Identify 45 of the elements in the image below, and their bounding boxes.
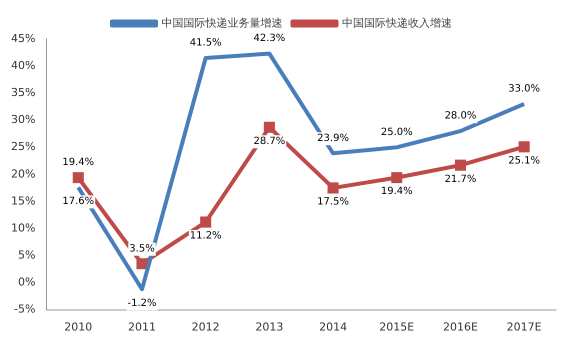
y-tick-label: 35% bbox=[10, 86, 36, 100]
y-tick-label: 30% bbox=[10, 113, 36, 126]
data-label: 11.2% bbox=[190, 230, 222, 242]
data-label: 41.5% bbox=[190, 38, 222, 49]
data-label: 21.7% bbox=[444, 174, 476, 185]
data-label: -1.2% bbox=[127, 298, 156, 309]
data-label: 28.0% bbox=[444, 110, 476, 122]
y-tick-label: 10% bbox=[10, 221, 36, 234]
data-label: 19.4% bbox=[380, 186, 413, 198]
data-label: 42.3% bbox=[253, 33, 286, 44]
data-label: 17.5% bbox=[317, 196, 349, 208]
point bbox=[518, 141, 530, 152]
y-tick-label: 0% bbox=[18, 276, 36, 289]
x-tick-label: 2015E bbox=[379, 320, 414, 334]
data-label: 19.4% bbox=[62, 157, 94, 168]
y-tick-label: 45% bbox=[10, 32, 36, 45]
data-label: 17.6% bbox=[62, 196, 94, 207]
x-tick-label: 2013 bbox=[255, 320, 284, 334]
point bbox=[72, 172, 84, 184]
data-label: 25.0% bbox=[380, 126, 413, 138]
y-tick-label: 5% bbox=[18, 248, 36, 262]
point bbox=[136, 258, 148, 270]
data-label: 3.5% bbox=[129, 243, 155, 254]
point bbox=[200, 216, 212, 228]
x-tick-label: 2016E bbox=[442, 320, 478, 334]
data-label: 25.1% bbox=[508, 155, 540, 166]
x-tick-label: 2011 bbox=[128, 320, 156, 334]
data-label: 28.7% bbox=[253, 136, 286, 147]
x-tick-label: 2014 bbox=[319, 320, 348, 334]
legend-label: 中国国际快递收入增速 bbox=[342, 16, 452, 30]
data-label: 23.9% bbox=[317, 132, 349, 144]
point bbox=[264, 122, 275, 133]
data-label: 33.0% bbox=[508, 84, 540, 95]
point bbox=[454, 160, 466, 171]
point bbox=[391, 172, 402, 184]
y-tick-label: 40% bbox=[10, 58, 36, 72]
x-tick-label: 2012 bbox=[192, 320, 220, 334]
x-tick-label: 2010 bbox=[64, 320, 92, 334]
y-tick-label: 25% bbox=[10, 140, 36, 154]
legend-label: 中国国际快递业务量增速 bbox=[162, 16, 282, 30]
point bbox=[328, 182, 339, 194]
y-tick-label: -5% bbox=[14, 302, 36, 316]
x-tick-label: 2017E bbox=[506, 320, 542, 334]
y-tick-label: 20% bbox=[10, 167, 36, 180]
y-tick-label: 15% bbox=[10, 194, 36, 208]
